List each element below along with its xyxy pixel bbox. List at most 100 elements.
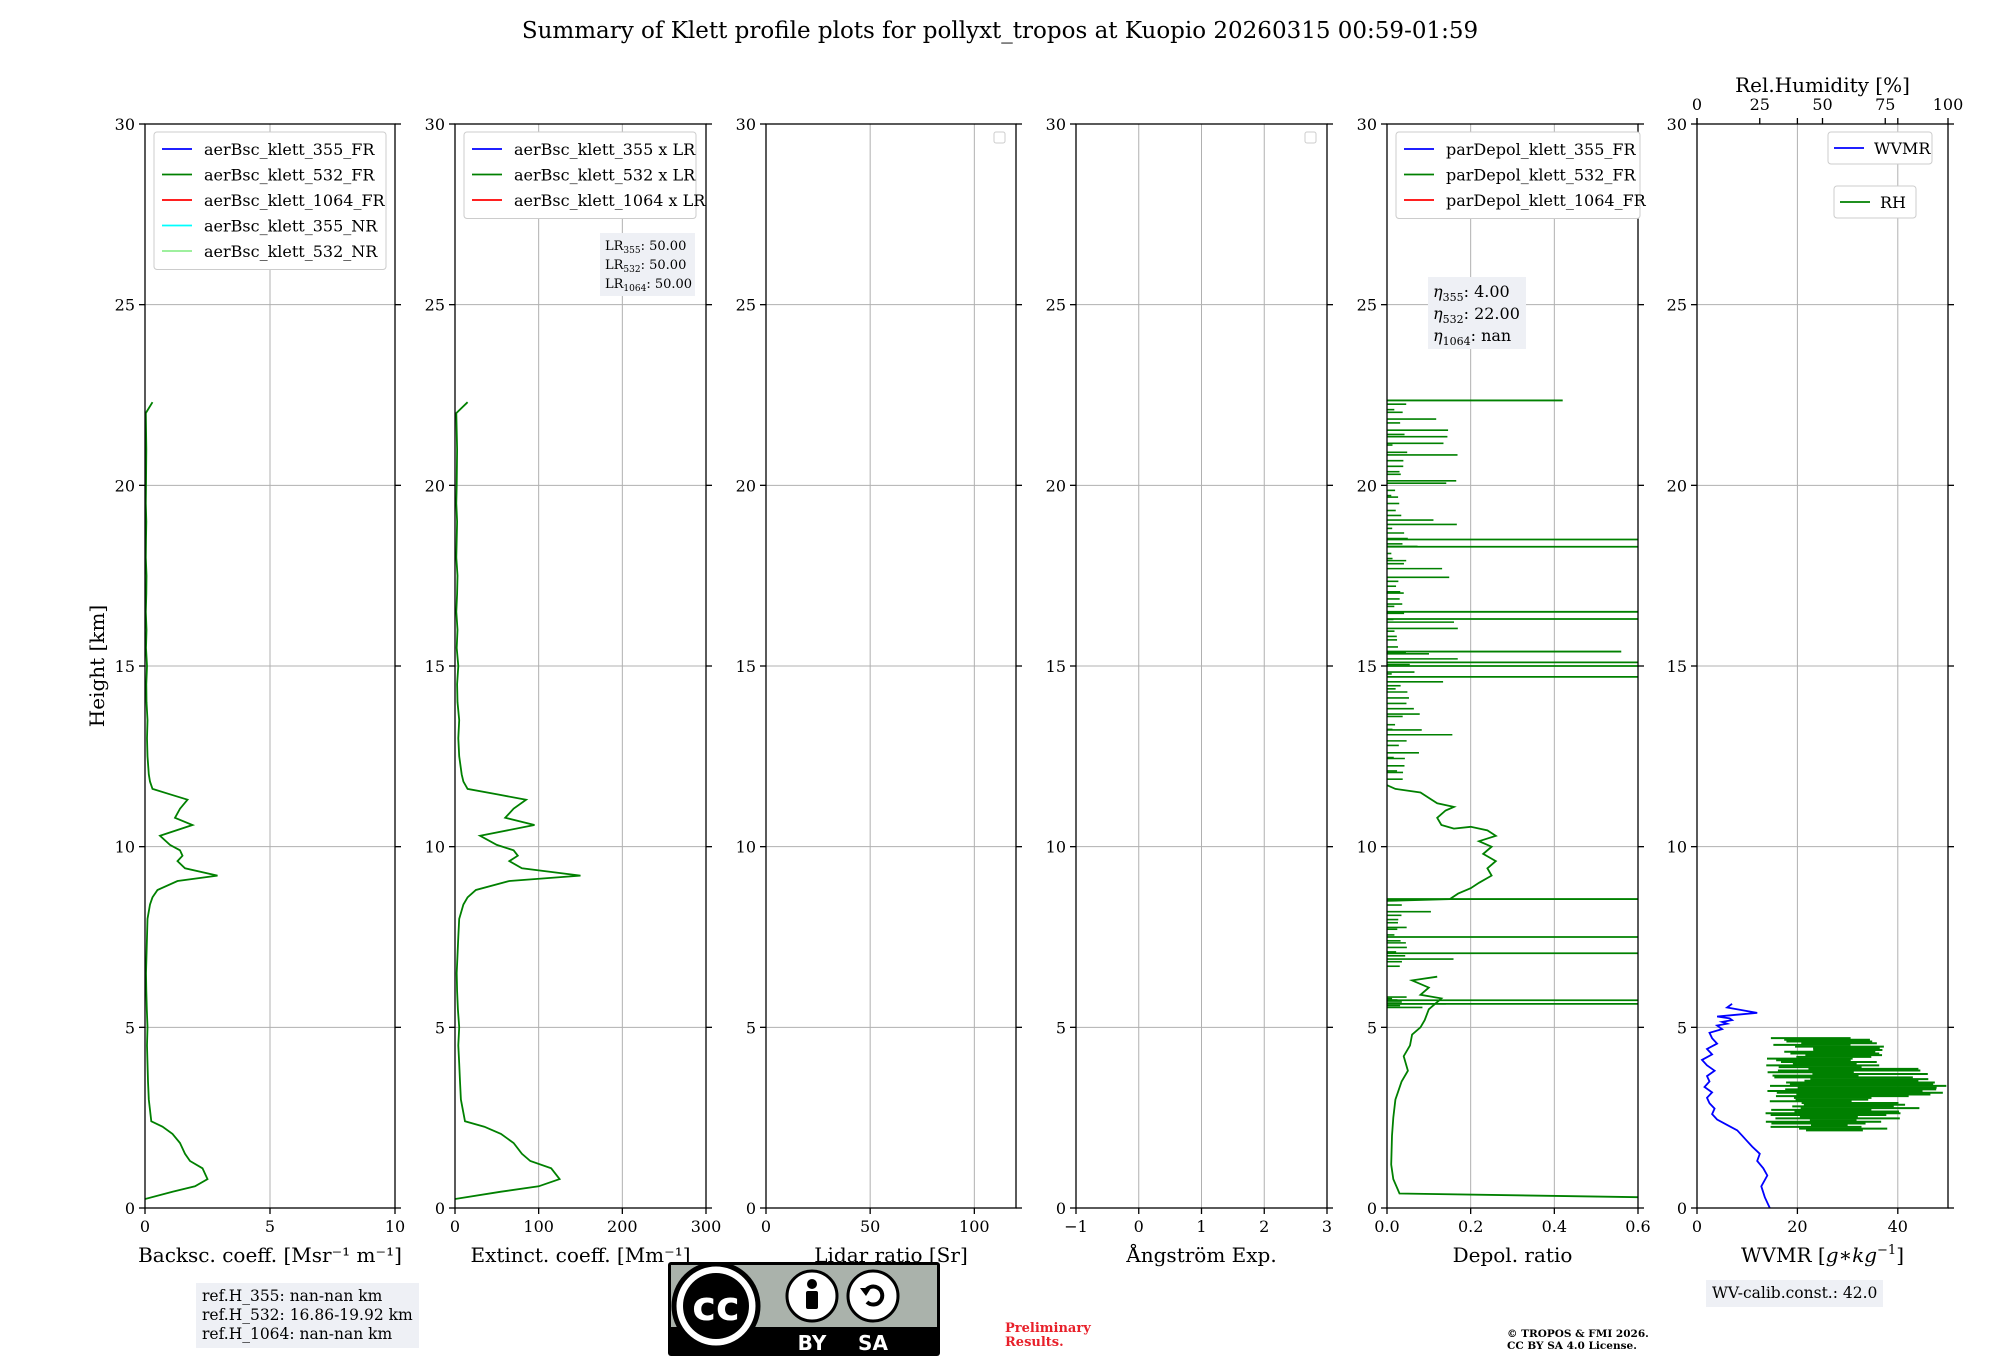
y-tick-label: 20 <box>736 476 756 495</box>
series-WVMR <box>1700 1003 1771 1208</box>
legend-box <box>463 131 697 219</box>
y-tick-label: 10 <box>1046 838 1066 857</box>
eta-entry: η1064: nan <box>1433 326 1511 348</box>
eta-subscript: 1064 <box>1443 335 1471 348</box>
x-tick-label: 0 <box>1134 1217 1144 1236</box>
lr-entry: LR355: 50.00 <box>605 239 686 256</box>
legend-label: WVMR <box>1874 139 1931 158</box>
axes-frame <box>1075 123 1328 1209</box>
x-axis-label-part: WVMR [ <box>1741 1243 1826 1267</box>
x-tick-label: 3 <box>1322 1217 1332 1236</box>
y-tick-label: 20 <box>425 476 445 495</box>
legend-box <box>1833 185 1917 219</box>
eta-value: : 22.00 <box>1464 304 1520 323</box>
x-tick-label: 20 <box>1787 1217 1807 1236</box>
lr-symbol: LR <box>605 239 625 254</box>
legend-label: parDepol_klett_532_FR <box>1446 166 1637 185</box>
y-tick-label: 25 <box>1357 296 1377 315</box>
ref-height-532: ref.H_532: 16.86-19.92 km <box>202 1306 413 1324</box>
x-tick-label: 0.6 <box>1625 1217 1650 1236</box>
y-tick-label: 30 <box>1667 115 1687 134</box>
lr-entry: LR532: 50.00 <box>605 258 686 275</box>
data-layer <box>455 401 581 1200</box>
axes-frame <box>454 123 707 1209</box>
legend-label: aerBsc_klett_532_NR <box>204 242 378 261</box>
x-tick-label: 200 <box>607 1217 638 1236</box>
x-tick-label: −1 <box>1064 1217 1088 1236</box>
top-tick-label: 50 <box>1812 95 1832 114</box>
sa-share-icon <box>846 1269 900 1323</box>
y-tick-label: 25 <box>115 296 135 315</box>
y-tick-label: 15 <box>736 657 756 676</box>
x-tick-label: 5 <box>265 1217 275 1236</box>
panel-dep: 0.0 0.2 0.4 0.6 0 5 10 15 20 25 30 Depol. ratio parD… <box>1357 115 1651 1267</box>
legend-label: RH <box>1880 193 1906 212</box>
by-label: BY <box>798 1331 827 1355</box>
x-axis-label: Ångström Exp. <box>1125 1242 1276 1267</box>
lr-subscript: 355 <box>623 246 640 256</box>
cc-text: cc <box>692 1284 739 1330</box>
legend-box <box>1395 131 1641 219</box>
legend-box <box>1827 131 1933 165</box>
y-tick-label: 15 <box>1357 657 1377 676</box>
y-tick-label: 25 <box>736 296 756 315</box>
figure-title: Summary of Klett profile plots for polly… <box>521 18 1479 44</box>
lr-value: : 50.00 <box>641 239 687 254</box>
y-tick-label: 5 <box>1056 1018 1066 1037</box>
y-axis-label: Height [km] <box>85 605 109 727</box>
y-tick-label: 20 <box>1667 476 1687 495</box>
x-tick-label: 0 <box>1692 1217 1702 1236</box>
y-tick-label: 25 <box>425 296 445 315</box>
legend-label: aerBsc_klett_1064_FR <box>204 191 386 210</box>
y-tick-label: 20 <box>1357 476 1377 495</box>
x-axis-label-part: ∗ <box>1839 1243 1853 1267</box>
x-axis-label: Depol. ratio <box>1453 1243 1573 1267</box>
y-tick-label: 25 <box>1667 296 1687 315</box>
legend-label: aerBsc_klett_355_FR <box>204 140 375 159</box>
preliminary-line-1: Preliminary <box>1005 1321 1091 1336</box>
y-tick-label: 30 <box>1357 115 1377 134</box>
x-tick-label: 40 <box>1888 1217 1908 1236</box>
eta-symbol: η <box>1433 326 1443 345</box>
data-layer <box>1387 399 1638 1199</box>
ref-height-box: ref.H_355: nan-nan km ref.H_532: 16.86-1… <box>196 1283 419 1348</box>
x-tick-label: 0 <box>140 1217 150 1236</box>
y-tick-label: 20 <box>115 476 135 495</box>
y-tick-label: 15 <box>1046 657 1066 676</box>
ref-height-355: ref.H_355: nan-nan km <box>202 1287 383 1305</box>
x-tick-label: 0 <box>450 1217 460 1236</box>
eta-subscript: 532 <box>1443 313 1464 326</box>
x-tick-label: 50 <box>860 1217 880 1236</box>
lr-symbol: LR <box>605 277 625 292</box>
eta-symbol: η <box>1433 304 1443 323</box>
eta-box <box>1428 277 1526 349</box>
x-tick-label: 2 <box>1259 1217 1269 1236</box>
cc-by-sa-badge: cc BY SA <box>668 1262 940 1356</box>
panel-bsc: 0 5 10 0 5 10 15 20 25 30 Backsc. coeff. [Msr⁻¹ m⁻… <box>115 115 406 1267</box>
data-layer <box>1700 1003 1947 1208</box>
rh-spikes <box>1765 1037 1947 1132</box>
y-tick-label: 5 <box>125 1018 135 1037</box>
lr-subscript: 532 <box>623 265 640 275</box>
y-tick-label: 15 <box>1667 657 1687 676</box>
x-tick-label: 1 <box>1196 1217 1206 1236</box>
x-tick-label: 0.4 <box>1542 1217 1567 1236</box>
eta-subscript: 355 <box>1443 291 1464 304</box>
legend-label: parDepol_klett_355_FR <box>1446 140 1637 159</box>
x-tick-label: 10 <box>385 1217 405 1236</box>
eta-symbol: η <box>1433 282 1443 301</box>
y-tick-label: 30 <box>1046 115 1066 134</box>
empty-legend <box>1304 131 1317 144</box>
legend-label: aerBsc_klett_1064 x LR <box>514 191 706 210</box>
y-tick-label: 0 <box>125 1199 135 1218</box>
y-tick-label: 0 <box>435 1199 445 1218</box>
y-tick-label: 0 <box>1367 1199 1377 1218</box>
x-axis-label: Extinct. coeff. [Mm⁻¹] <box>470 1243 690 1267</box>
y-tick-label: 5 <box>435 1018 445 1037</box>
top-axis-label: Rel.Humidity [%] <box>1735 73 1910 97</box>
wv-calib-box: WV-calib.const.: 42.0 <box>1706 1280 1884 1307</box>
top-tick-label: 100 <box>1933 95 1964 114</box>
